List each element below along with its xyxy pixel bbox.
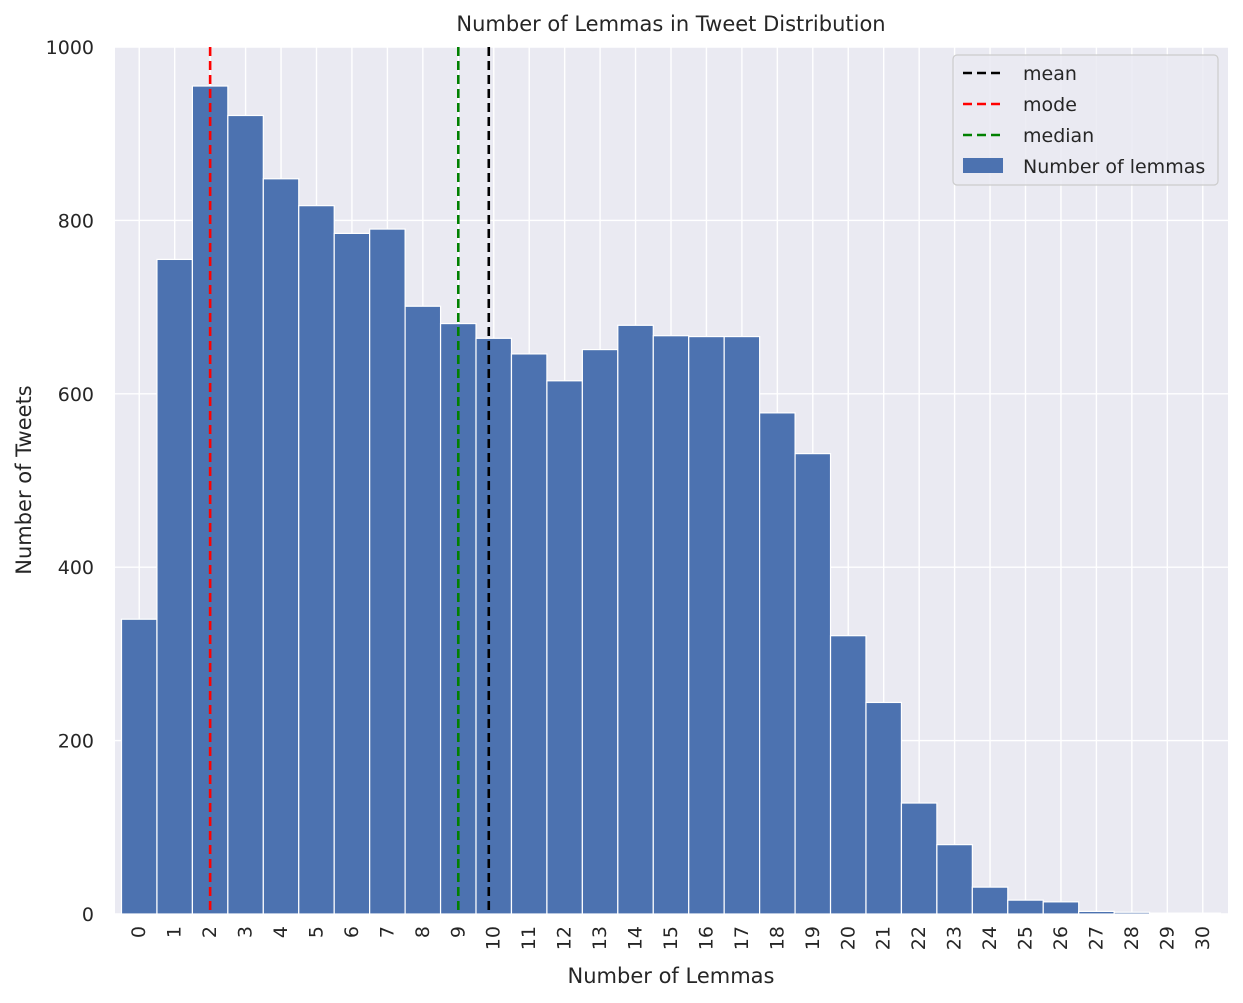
histogram-bar xyxy=(723,335,761,915)
histogram-bar xyxy=(439,322,477,915)
histogram-bar xyxy=(1148,912,1186,915)
x-tick-label: 6 xyxy=(341,926,363,938)
histogram-bar xyxy=(1184,912,1222,915)
x-tick-label: 0 xyxy=(128,926,150,938)
x-tick-label: 3 xyxy=(235,926,257,938)
x-tick-label: 13 xyxy=(589,926,611,950)
legend-label: mode xyxy=(1023,94,1077,116)
x-tick-label: 1 xyxy=(164,926,186,938)
legend-label: median xyxy=(1023,125,1094,147)
y-axis-label: Number of Tweets xyxy=(12,385,36,575)
x-tick-label: 15 xyxy=(660,926,682,950)
histogram-bar xyxy=(759,412,796,915)
x-tick-label: 18 xyxy=(766,926,788,950)
histogram-bar xyxy=(298,205,335,915)
histogram-bar xyxy=(120,618,158,915)
histogram-bar xyxy=(1113,911,1151,915)
x-tick-label: 26 xyxy=(1050,926,1072,950)
x-tick-label: 16 xyxy=(695,926,717,950)
y-tick-label: 800 xyxy=(58,210,94,232)
x-tick-label: 2 xyxy=(199,926,221,938)
x-tick-label: 8 xyxy=(412,926,434,938)
histogram-bar xyxy=(794,453,832,915)
x-tick-label: 10 xyxy=(483,926,505,950)
x-tick-label: 7 xyxy=(376,926,398,938)
y-tick-label: 0 xyxy=(82,904,94,926)
histogram-bar xyxy=(652,335,690,915)
histogram-bar xyxy=(865,701,903,915)
reference-lines xyxy=(208,47,491,914)
histogram-bar xyxy=(829,635,867,915)
chart-title: Number of Lemmas in Tweet Distribution xyxy=(456,12,885,36)
x-tick-label: 14 xyxy=(625,926,647,950)
x-tick-label: 20 xyxy=(837,926,859,950)
histogram-bar xyxy=(1078,910,1115,915)
histogram-bar xyxy=(971,886,1009,915)
histogram-bar xyxy=(262,178,300,915)
histogram-bar xyxy=(227,114,264,915)
histogram-bar xyxy=(475,337,513,915)
histogram-bar xyxy=(369,228,406,915)
x-tick-label: 21 xyxy=(873,926,895,950)
x-tick-label: 9 xyxy=(447,926,469,938)
histogram-bar xyxy=(581,348,619,915)
y-tick-label: 1000 xyxy=(46,37,94,59)
histogram-bar xyxy=(1007,899,1044,915)
legend-label: Number of lemmas xyxy=(1023,156,1205,178)
x-tick-label: 4 xyxy=(270,926,292,938)
histogram-bar xyxy=(936,844,973,915)
legend-swatch-patch xyxy=(963,158,1003,173)
histogram-bar xyxy=(404,305,442,915)
y-tick-label: 200 xyxy=(58,731,94,753)
histogram-bar xyxy=(546,380,583,915)
histogram-bar xyxy=(900,802,938,915)
x-tick-label: 5 xyxy=(305,926,327,938)
x-tick-label: 24 xyxy=(979,926,1001,950)
histogram-bar xyxy=(617,324,654,915)
x-tick-label: 22 xyxy=(908,926,930,950)
y-tick-label: 600 xyxy=(58,384,94,406)
x-axis-label: Number of Lemmas xyxy=(568,964,775,988)
x-tick-label: 11 xyxy=(518,926,540,950)
histogram-bar xyxy=(1042,901,1080,915)
y-tick-label: 400 xyxy=(58,557,94,579)
x-tick-label: 29 xyxy=(1156,926,1178,950)
legend: mean mode median Number of lemmas xyxy=(952,54,1219,186)
x-tick-label: 30 xyxy=(1192,926,1214,950)
x-tick-label: 28 xyxy=(1121,926,1143,950)
x-tick-label: 12 xyxy=(554,926,576,950)
legend-box xyxy=(952,54,1219,186)
x-tick-label: 23 xyxy=(944,926,966,950)
histogram-bar xyxy=(333,232,371,915)
x-tick-label: 17 xyxy=(731,926,753,950)
y-tick-labels: 0 200 400 600 800 1000 xyxy=(46,37,94,926)
x-tick-label: 25 xyxy=(1015,926,1037,950)
x-tick-label: 19 xyxy=(802,926,824,950)
histogram-bar xyxy=(688,335,725,915)
x-tick-label: 27 xyxy=(1085,926,1107,950)
x-tick-labels: 0 1 2 3 4 5 6 7 8 9 10 11 12 13 14 15 16 17 18 19 20 21 22 23 24… xyxy=(128,926,1214,950)
legend-label: mean xyxy=(1023,63,1077,85)
histogram-bar xyxy=(510,353,548,915)
histogram-bar xyxy=(156,258,194,915)
